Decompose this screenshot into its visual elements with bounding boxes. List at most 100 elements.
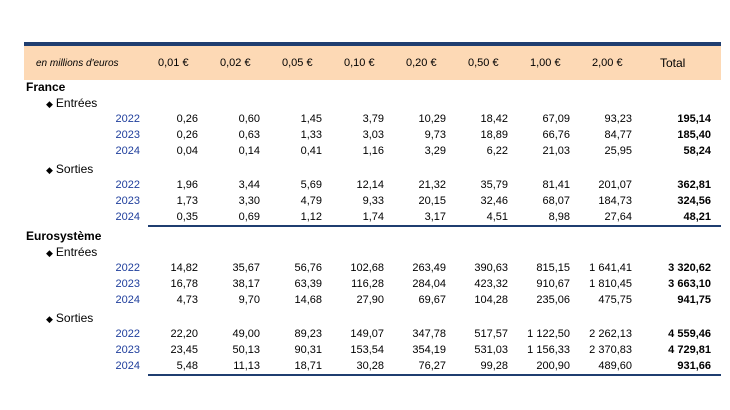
row-value: 1 156,33 [527, 344, 570, 356]
table-row: 2022 22,20 49,00 89,23 149,07 347,78 517,57 1 1… [24, 326, 721, 342]
row-value: 32,46 [480, 195, 508, 207]
row-value: 2 370,83 [589, 344, 632, 356]
row-value: 3,30 [238, 195, 260, 207]
row-value: 4,51 [486, 211, 508, 223]
row-value: 0,60 [238, 113, 260, 125]
row-value: 1,73 [176, 195, 198, 207]
row-value: 517,57 [474, 328, 508, 340]
row-value: 184,73 [598, 195, 632, 207]
table-row: 2022 0,26 0,60 1,45 3,79 10,29 18,42 67,09 93,23… [24, 111, 721, 127]
subsection-text: Sorties [55, 162, 94, 176]
row-value: 2 262,13 [589, 328, 632, 340]
row-value: 66,76 [542, 129, 570, 141]
row-value: 35,67 [232, 262, 260, 274]
row-value: 63,39 [294, 278, 322, 290]
row-value: 11,13 [233, 360, 260, 372]
row-value: 1 122,50 [527, 328, 570, 340]
row-value: 0,41 [300, 145, 322, 157]
subsection-label: ◆ Sorties [24, 161, 721, 177]
row-value: 1,45 [300, 113, 322, 125]
section-title: Eurosystème [26, 229, 102, 243]
row-value: 531,03 [474, 344, 508, 356]
row-value: 18,71 [294, 360, 322, 372]
row-value: 354,19 [412, 344, 446, 356]
table-row: 2023 23,45 50,13 90,31 153,54 354,19 531,03 1 1… [24, 342, 721, 358]
row-value: 18,42 [480, 113, 508, 125]
row-value: 14,82 [170, 262, 198, 274]
row-value: 4,73 [176, 294, 198, 306]
row-value: 18,89 [480, 129, 508, 141]
row-value: 8,98 [548, 211, 570, 223]
row-value: 0,69 [238, 211, 260, 223]
row-value: 200,90 [536, 360, 570, 372]
row-value: 93,23 [604, 113, 632, 125]
subsection-text: Entrées [55, 245, 98, 259]
row-value: 390,63 [474, 262, 508, 274]
row-value: 9,33 [362, 195, 384, 207]
row-value: 3,79 [362, 113, 384, 125]
row-value: 815,15 [536, 262, 570, 274]
col-1-00: 1,00 € [530, 57, 561, 69]
row-value: 20,15 [418, 195, 446, 207]
subsection-label: ◆ Sorties [24, 310, 721, 326]
row-value: 347,78 [412, 328, 446, 340]
table-row: 2023 1,73 3,30 4,79 9,33 20,15 32,46 68,07 184,7… [24, 193, 721, 209]
row-total: 941,75 [677, 294, 711, 306]
row-value: 22,20 [170, 328, 198, 340]
row-value: 102,68 [350, 262, 384, 274]
row-total: 324,56 [677, 195, 711, 207]
table-row: 2022 14,82 35,67 56,76 102,68 263,49 390,63 815… [24, 260, 721, 276]
row-value: 153,54 [350, 344, 384, 356]
row-value: 56,76 [294, 262, 322, 274]
col-2-00: 2,00 € [592, 57, 623, 69]
row-value: 69,67 [418, 294, 446, 306]
row-value: 67,09 [542, 113, 570, 125]
row-value: 0,14 [238, 145, 260, 157]
row-value: 0,26 [176, 129, 198, 141]
table-row: 2023 16,78 38,17 63,39 116,28 284,04 423,32 910… [24, 276, 721, 292]
row-value: 910,67 [536, 278, 570, 290]
row-total: 195,14 [677, 113, 711, 125]
row-value: 489,60 [598, 360, 632, 372]
coin-flows-table: en millions d'euros 0,01 € 0,02 € 0,05 €… [24, 42, 721, 378]
row-value: 5,69 [300, 179, 322, 191]
row-value: 284,04 [412, 278, 446, 290]
col-0-50: 0,50 € [468, 57, 499, 69]
row-value: 0,63 [238, 129, 260, 141]
row-year: 2023 [115, 278, 140, 290]
row-value: 90,31 [294, 344, 322, 356]
row-year: 2022 [115, 262, 140, 274]
row-value: 1,16 [362, 145, 384, 157]
col-0-02: 0,02 € [220, 57, 251, 69]
col-0-10: 0,10 € [344, 57, 375, 69]
row-value: 49,00 [232, 328, 260, 340]
row-value: 263,49 [412, 262, 446, 274]
row-value: 0,26 [176, 113, 198, 125]
row-total: 3 320,62 [668, 262, 711, 274]
row-value: 9,70 [238, 294, 260, 306]
row-value: 4,79 [300, 195, 322, 207]
row-value: 104,28 [474, 294, 508, 306]
row-value: 149,07 [350, 328, 384, 340]
row-value: 27,64 [604, 211, 632, 223]
row-value: 89,23 [294, 328, 322, 340]
row-value: 475,75 [598, 294, 632, 306]
header-top-rule [24, 42, 721, 46]
row-total: 48,21 [683, 211, 711, 223]
row-value: 50,13 [232, 344, 260, 356]
subsection-text: Entrées [55, 96, 98, 110]
row-value: 35,79 [480, 179, 508, 191]
row-value: 12,14 [356, 179, 384, 191]
row-total: 185,40 [677, 129, 711, 141]
bullet-icon: ◆ [46, 248, 53, 258]
section-title: France [26, 80, 66, 94]
row-value: 10,29 [418, 113, 446, 125]
row-value: 84,77 [604, 129, 632, 141]
row-year: 2022 [115, 113, 140, 125]
table-body: France ◆ Entrées 2022 0,26 0,60 1,45 3,79 10,29 1… [24, 80, 721, 378]
row-value: 1 810,45 [589, 278, 632, 290]
row-value: 81,41 [542, 179, 570, 191]
row-year: 2024 [115, 145, 140, 157]
row-total: 3 663,10 [668, 278, 711, 290]
unit-label: en millions d'euros [36, 57, 119, 69]
